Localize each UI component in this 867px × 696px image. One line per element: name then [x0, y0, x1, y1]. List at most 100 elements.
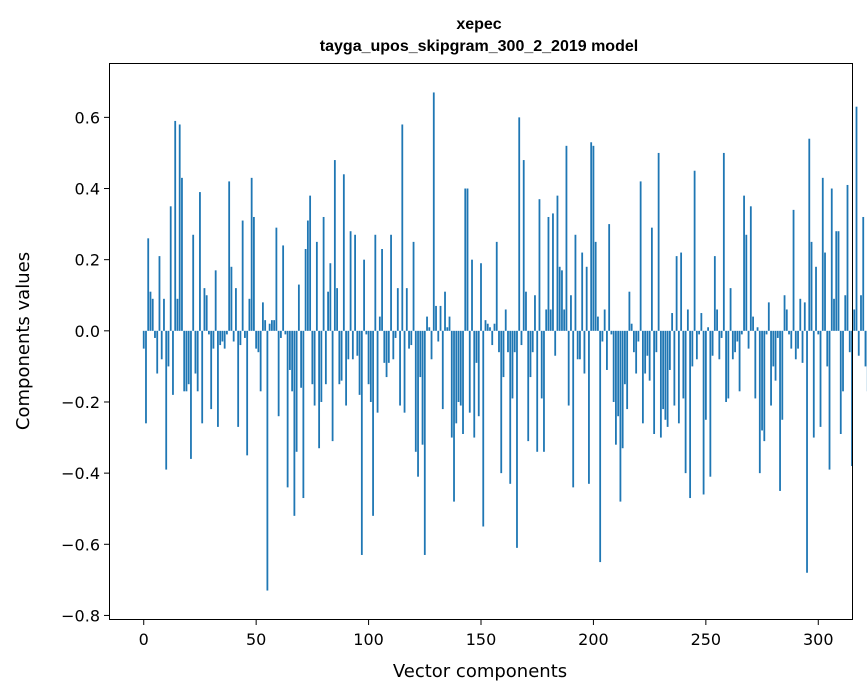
bar-51 [257, 330, 260, 353]
bar-13 [172, 330, 174, 395]
bar-152 [484, 320, 487, 331]
bar-114 [399, 330, 401, 406]
bar-27 [203, 288, 206, 331]
bar-76 [313, 330, 316, 406]
bar-39 [230, 266, 233, 331]
bar-284 [781, 330, 784, 420]
bar-24 [196, 330, 199, 392]
bar-175 [536, 330, 539, 452]
x-tick-label: 200 [578, 630, 609, 649]
bar-249 [702, 330, 705, 495]
bar-246 [695, 330, 698, 360]
bar-49 [253, 216, 255, 331]
bar-126 [426, 316, 428, 331]
bar-109 [387, 330, 390, 363]
bar-54 [264, 320, 267, 331]
bar-282 [776, 330, 779, 338]
bar-102 [372, 330, 374, 516]
bar-142 [462, 330, 464, 434]
bar-237 [675, 256, 678, 331]
bar-147 [473, 330, 476, 438]
bar-211 [617, 330, 620, 417]
bar-213 [621, 330, 624, 449]
bar-134 [444, 291, 446, 331]
bar-45 [244, 330, 246, 338]
bar-74 [309, 195, 312, 331]
bar-187 [563, 309, 566, 331]
bar-75 [311, 330, 314, 385]
bar-122 [417, 330, 419, 477]
bar-299 [815, 266, 817, 331]
bar-308 [835, 231, 838, 331]
bar-311 [842, 330, 844, 392]
bar-293 [801, 330, 804, 363]
bar-87 [338, 330, 341, 385]
y-tick-label: 0.0 [75, 322, 100, 341]
bar-255 [716, 309, 718, 331]
bar-198 [588, 330, 590, 484]
bar-7 [158, 256, 161, 331]
bar-185 [558, 266, 561, 331]
bar-160 [502, 330, 505, 378]
x-axis: 0 50 100 150 200 250 300 [139, 619, 834, 649]
bar-48 [250, 177, 253, 331]
bar-196 [583, 330, 586, 374]
bar-267 [743, 195, 745, 331]
x-tick-label: 250 [691, 630, 722, 649]
bar-223 [644, 330, 647, 374]
bar-61 [279, 330, 282, 338]
bar-253 [711, 330, 714, 356]
bar-240 [682, 330, 685, 399]
bar-303 [824, 252, 826, 331]
bar-120 [412, 241, 415, 331]
bar-251 [707, 327, 709, 331]
bar-244 [691, 330, 694, 367]
x-tick-label: 300 [803, 630, 834, 649]
bar-83 [329, 263, 332, 331]
bar-4 [151, 298, 154, 331]
bar-67 [293, 330, 296, 516]
bar-274 [758, 330, 761, 474]
x-tick-label: 150 [466, 630, 497, 649]
bar-215 [626, 330, 629, 410]
bar-91 [347, 330, 350, 360]
bar-268 [745, 234, 748, 331]
bar-133 [441, 330, 444, 410]
bar-208 [610, 330, 613, 335]
bar-312 [844, 295, 847, 331]
bar-98 [363, 259, 365, 331]
bar-121 [414, 330, 417, 452]
bar-101 [369, 330, 372, 402]
bar-23 [194, 330, 197, 374]
bar-269 [747, 330, 750, 349]
bar-41 [235, 288, 237, 331]
bar-163 [509, 330, 512, 484]
bar-167 [518, 117, 521, 331]
bar-265 [738, 330, 741, 392]
bar-16 [178, 124, 181, 331]
bar-113 [396, 288, 399, 331]
bar-19 [185, 330, 188, 392]
bar-200 [592, 145, 595, 331]
bar-28 [205, 295, 208, 331]
bar-192 [574, 234, 577, 331]
bar-313 [846, 184, 849, 331]
bar-302 [821, 177, 824, 331]
bar-64 [286, 330, 289, 488]
bar-238 [677, 330, 680, 424]
bar-162 [507, 330, 509, 353]
bar-73 [306, 220, 309, 331]
bar-203 [599, 330, 602, 563]
bar-218 [633, 330, 635, 353]
bar-46 [246, 330, 249, 456]
bar-84 [331, 330, 334, 442]
bar-241 [684, 330, 687, 474]
bar-289 [792, 209, 795, 331]
bar-297 [810, 241, 813, 331]
bar-207 [608, 224, 611, 331]
bar-232 [664, 330, 667, 420]
bar-129 [432, 92, 435, 331]
bar-247 [698, 330, 700, 335]
bar-94 [354, 234, 356, 331]
